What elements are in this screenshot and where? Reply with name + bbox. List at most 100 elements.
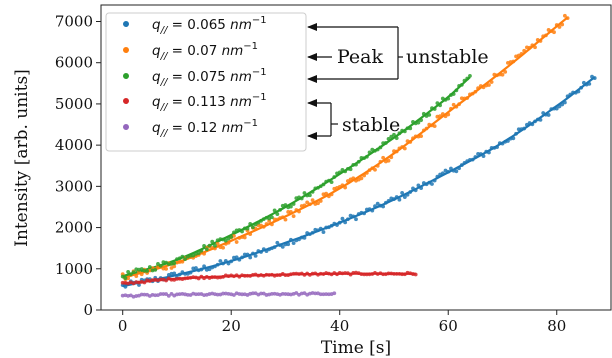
data-point [180, 254, 185, 259]
data-point [481, 85, 486, 90]
data-point [234, 255, 239, 260]
data-point [468, 73, 472, 78]
data-point [335, 223, 339, 227]
data-point [362, 272, 367, 277]
data-point [210, 275, 215, 280]
data-point [326, 194, 331, 199]
data-point [188, 253, 193, 258]
data-point [462, 78, 467, 83]
data-point [283, 217, 288, 222]
data-point [207, 243, 212, 248]
data-point [131, 270, 136, 275]
data-point [172, 264, 177, 269]
data-point [546, 113, 551, 117]
data-point [259, 218, 263, 223]
legend-box [105, 12, 307, 152]
peak-arrowhead-bottom [307, 75, 317, 83]
x-axis-ticks: 0 20 40 60 80 [118, 310, 566, 335]
data-point [487, 83, 491, 87]
data-point [245, 226, 250, 231]
data-point [430, 182, 434, 186]
data-point [359, 176, 364, 181]
data-point [511, 59, 516, 64]
data-point [142, 292, 147, 297]
data-point [419, 186, 424, 190]
data-point [389, 155, 394, 160]
data-point [221, 245, 225, 250]
data-point [454, 88, 459, 93]
data-point [392, 132, 396, 137]
data-point [337, 170, 342, 175]
data-point [134, 274, 139, 278]
data-point [305, 200, 310, 205]
stable-arrowhead-top [307, 99, 317, 107]
data-point [259, 291, 263, 296]
data-point [419, 134, 424, 139]
data-point [435, 101, 440, 106]
data-point [421, 128, 426, 133]
data-point [139, 267, 144, 271]
data-point [373, 204, 377, 209]
data-point [202, 244, 206, 248]
data-point [223, 238, 228, 243]
data-point [270, 215, 274, 220]
data-point [123, 284, 128, 289]
data-point [402, 146, 407, 151]
annotation-peak: Peak [337, 46, 384, 68]
data-point [307, 202, 312, 207]
data-point [416, 183, 421, 188]
data-point [451, 102, 456, 107]
data-point [291, 271, 296, 276]
data-point [473, 155, 478, 159]
data-point [248, 222, 253, 226]
data-point [158, 292, 163, 296]
data-point [275, 273, 280, 278]
data-point [221, 261, 225, 266]
data-point [397, 197, 402, 202]
data-point [329, 223, 334, 228]
data-point [226, 261, 231, 266]
data-point [432, 124, 437, 129]
data-point [147, 265, 152, 269]
data-point [202, 251, 206, 256]
data-point [562, 13, 567, 18]
data-point [565, 16, 570, 21]
data-point [354, 162, 358, 167]
data-point [139, 292, 144, 297]
data-point [242, 235, 247, 240]
series-3-points [120, 73, 472, 281]
data-point [530, 43, 535, 48]
data-point [153, 293, 158, 298]
annotations: Peak unstable stable [307, 23, 489, 140]
data-point [554, 106, 559, 111]
y-tick-label: 1000 [55, 260, 93, 278]
data-point [251, 291, 255, 296]
data-point [156, 262, 160, 266]
data-point [302, 235, 307, 240]
x-tick-label: 80 [547, 317, 566, 335]
data-point [592, 76, 597, 80]
data-point [177, 260, 182, 264]
data-point [560, 102, 565, 107]
data-point [240, 229, 244, 234]
y-tick-label: 2000 [55, 219, 93, 237]
data-point [324, 292, 329, 297]
data-point [283, 242, 288, 247]
data-point [571, 90, 575, 95]
data-point [386, 136, 391, 141]
data-point [340, 216, 345, 221]
data-point [199, 267, 204, 272]
data-point [280, 291, 285, 296]
data-point [381, 141, 386, 146]
data-point [270, 291, 274, 296]
data-point [204, 247, 209, 252]
data-point [164, 278, 169, 283]
data-point [126, 276, 131, 281]
data-point [383, 141, 388, 145]
data-point [500, 141, 505, 146]
data-point [530, 122, 535, 127]
data-point [478, 152, 483, 156]
data-point [232, 293, 236, 297]
data-point [177, 292, 182, 297]
legend-label: q// = 0.065 nm−1 [152, 15, 267, 36]
